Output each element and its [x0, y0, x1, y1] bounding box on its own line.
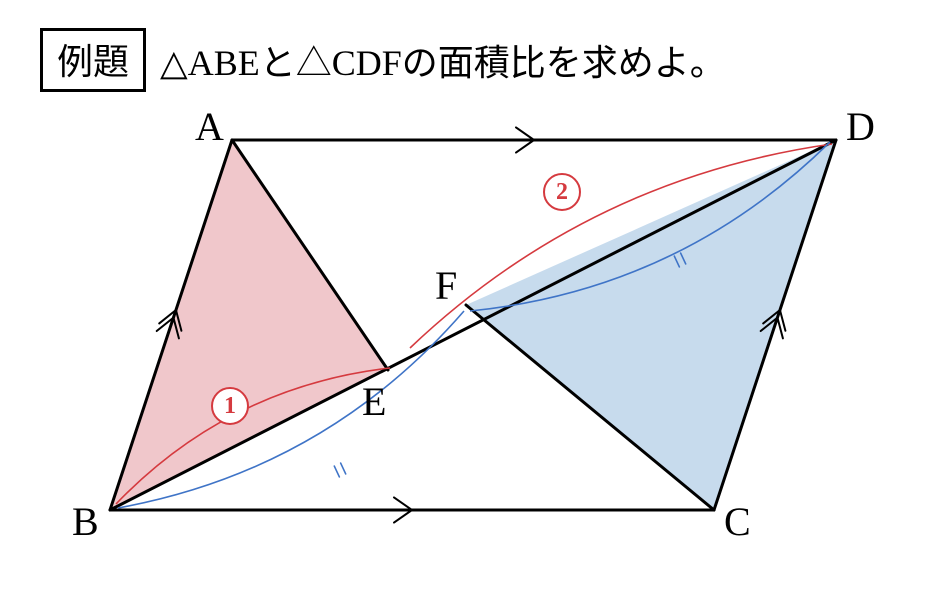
figure-canvas: 例題 △ABEと△CDFの面積比を求めよ。 A B C D E F 1 2	[0, 0, 940, 593]
vertex-label-B: B	[72, 498, 99, 545]
ratio-label-2: 2	[543, 173, 581, 211]
geometry-svg	[0, 0, 940, 593]
vertex-label-E: E	[362, 378, 386, 425]
vertex-label-C: C	[724, 498, 751, 545]
ratio-label-1: 1	[211, 387, 249, 425]
vertex-label-D: D	[846, 103, 875, 150]
vertex-label-F: F	[435, 262, 457, 309]
vertex-label-A: A	[195, 103, 224, 150]
